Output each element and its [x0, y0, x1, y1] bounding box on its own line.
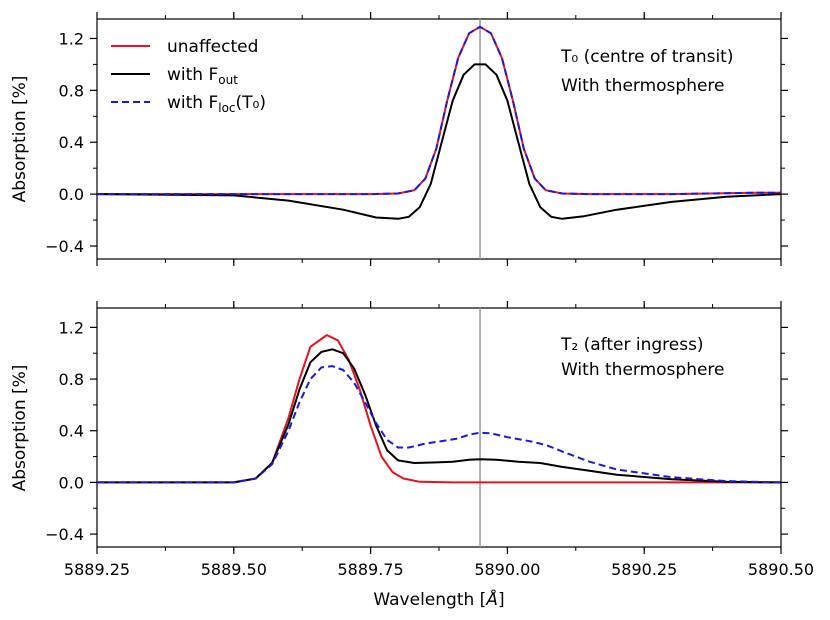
bottom-series-lines [97, 334, 782, 484]
y-tick-label: 0.0 [59, 185, 84, 204]
x-axis-label: Wavelength [Å] [373, 588, 504, 610]
bottom-y-tick-labels: −0.4 0.0 0.4 0.8 1.2 [45, 318, 84, 544]
y-tick-label: 0.0 [59, 473, 84, 492]
top-series-lines [96, 25, 782, 220]
top-y-axis-label: Absorption [%] [10, 76, 30, 203]
series-line-with-f-loc-t0- [97, 365, 782, 484]
y-tick-label: 1.2 [59, 318, 84, 337]
top-panel: −0.4 0.0 0.4 0.8 1.2 Absorption [%] unaffect… [10, 12, 788, 266]
top-annotation-line2: With thermosphere [561, 76, 725, 96]
bottom-axis-ticks [90, 301, 788, 554]
bottom-annotation-line1: T₂ (after ingress) [560, 335, 704, 355]
x-tick-label: 5889.50 [201, 560, 267, 579]
bottom-y-axis-label: Absorption [%] [10, 365, 30, 492]
x-tick-label: 5890.00 [474, 560, 540, 579]
series-line-with-f-out [97, 348, 782, 484]
series-line-with-f-out [96, 63, 782, 220]
series-line-unaffected [97, 334, 781, 484]
top-y-tick-labels: −0.4 0.0 0.4 0.8 1.2 [45, 29, 84, 256]
y-tick-label: 0.4 [59, 422, 84, 441]
x-tick-label: 5889.25 [64, 560, 130, 579]
bottom-x-tick-labels: 5889.25 5889.50 5889.75 5890.00 5890.25 5890.… [64, 560, 814, 579]
x-tick-label: 5890.25 [611, 560, 677, 579]
legend: unaffected with Fout with Floc(T₀) [111, 37, 266, 115]
x-tick-label: 5890.50 [748, 560, 814, 579]
bottom-panel: −0.40.00.40.81.2 5889.25 5889.50 5889.75 58… [10, 301, 814, 610]
y-tick-label: 1.2 [59, 29, 84, 48]
legend-label-with-fout: with Fout [167, 65, 238, 87]
y-tick-label: 0.4 [59, 133, 84, 152]
y-tick-label: 0.8 [59, 370, 84, 389]
legend-label-with-floc: with Floc(T₀) [167, 93, 266, 115]
y-tick-label: −0.4 [45, 525, 84, 544]
y-tick-label: −0.4 [45, 237, 84, 256]
y-tick-label: 0.8 [59, 81, 84, 100]
series-line-with-f-loc-t0- [97, 25, 781, 196]
top-annotation-line1: T₀ (centre of transit) [560, 47, 733, 67]
top-axis-ticks [90, 12, 788, 266]
legend-label-unaffected: unaffected [167, 37, 258, 57]
x-tick-label: 5889.75 [338, 560, 404, 579]
bottom-annotation-line2: With thermosphere [561, 360, 725, 380]
